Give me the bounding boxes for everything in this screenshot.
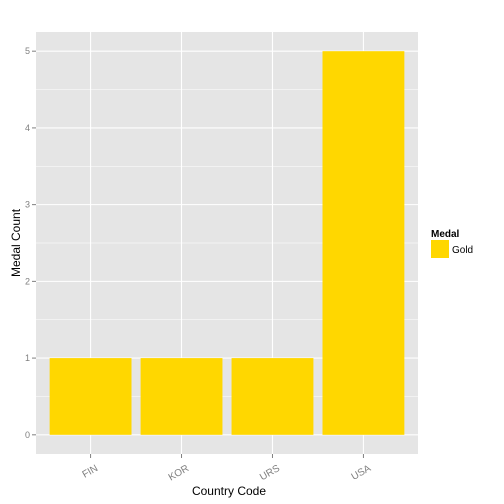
y-tick-label: 2	[25, 276, 30, 286]
legend-key-gold	[431, 240, 449, 258]
y-tick-label: 4	[25, 123, 30, 133]
y-tick-label: 5	[25, 46, 30, 56]
bars	[49, 51, 405, 435]
legend-title: Medal	[431, 229, 460, 240]
x-tick-label: USA	[350, 463, 374, 483]
y-axis: 0 1 2 3 4 5	[25, 46, 36, 440]
x-tick-label: URS	[258, 463, 282, 483]
bar-fin	[49, 358, 132, 435]
bar-usa	[322, 51, 405, 435]
x-axis-title: Country Code	[192, 484, 266, 498]
bar-urs	[231, 358, 314, 435]
x-tick-label: FIN	[81, 463, 100, 481]
bar-kor	[140, 358, 223, 435]
legend-label-gold: Gold	[452, 245, 473, 256]
legend: Medal Gold	[431, 229, 473, 258]
y-tick-label: 0	[25, 430, 30, 440]
x-axis: FIN KOR URS USA	[81, 454, 374, 483]
y-tick-label: 3	[25, 200, 30, 210]
y-axis-title: Medal Count	[9, 208, 23, 277]
y-tick-label: 1	[25, 353, 30, 363]
x-tick-label: KOR	[167, 463, 191, 483]
